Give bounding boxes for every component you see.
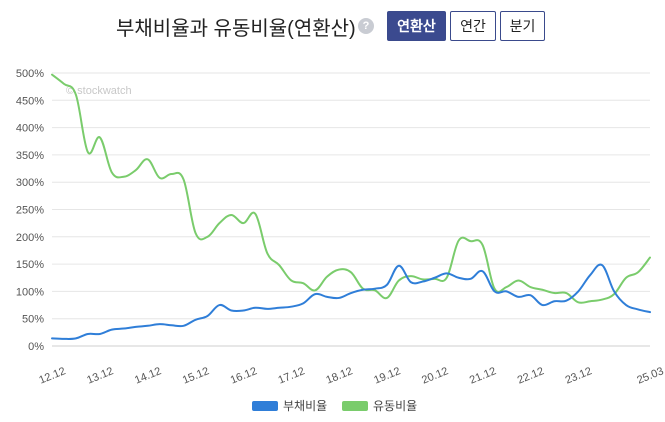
watermark: © stockwatch	[66, 85, 132, 97]
y-tick-label: 200%	[16, 232, 44, 244]
chart-title: 부채비율과 유동비율(연환산)	[116, 18, 356, 40]
annualized-button[interactable]: 연환산	[387, 11, 446, 41]
x-tick-label: 14.12	[133, 365, 163, 386]
x-tick-label: 15.12	[181, 365, 211, 386]
x-tick-label: 13.12	[85, 365, 115, 386]
y-tick-label: 350%	[16, 150, 44, 162]
legend-label-current-ratio: 유동비율	[373, 399, 417, 413]
x-tick-label: 21.12	[468, 365, 498, 386]
y-tick-label: 300%	[16, 177, 44, 189]
x-tick-label: 18.12	[324, 365, 354, 386]
x-tick-label: 22.12	[516, 365, 546, 386]
y-tick-label: 450%	[16, 95, 44, 107]
chart-header: 부채비율과 유동비율(연환산) ? 연환산 연간 분기	[0, 10, 665, 42]
y-tick-label: 100%	[16, 286, 44, 298]
annual-button[interactable]: 연간	[450, 11, 496, 41]
y-tick-label: 0%	[28, 341, 44, 353]
x-tick-label: 12.12	[37, 365, 67, 386]
current-ratio-line	[51, 73, 651, 304]
legend-swatch-current-ratio	[342, 401, 368, 411]
x-tick-label: 20.12	[420, 365, 450, 386]
y-tick-label: 250%	[16, 205, 44, 217]
y-tick-label: 400%	[16, 123, 44, 135]
x-tick-label: 25.03	[635, 365, 665, 386]
x-tick-label: 17.12	[277, 365, 307, 386]
debt-ratio-line	[51, 263, 651, 340]
help-icon[interactable]: ?	[358, 18, 374, 34]
x-tick-label: 16.12	[229, 365, 259, 386]
legend-swatch-debt-ratio	[252, 401, 278, 411]
x-tick-label: 23.12	[564, 365, 594, 386]
y-tick-label: 50%	[22, 314, 44, 326]
y-tick-label: 500%	[16, 68, 44, 80]
quarterly-button[interactable]: 분기	[500, 11, 545, 41]
legend-label-debt-ratio: 부채비율	[283, 399, 327, 413]
y-tick-label: 150%	[16, 259, 44, 271]
x-tick-label: 19.12	[372, 365, 402, 386]
